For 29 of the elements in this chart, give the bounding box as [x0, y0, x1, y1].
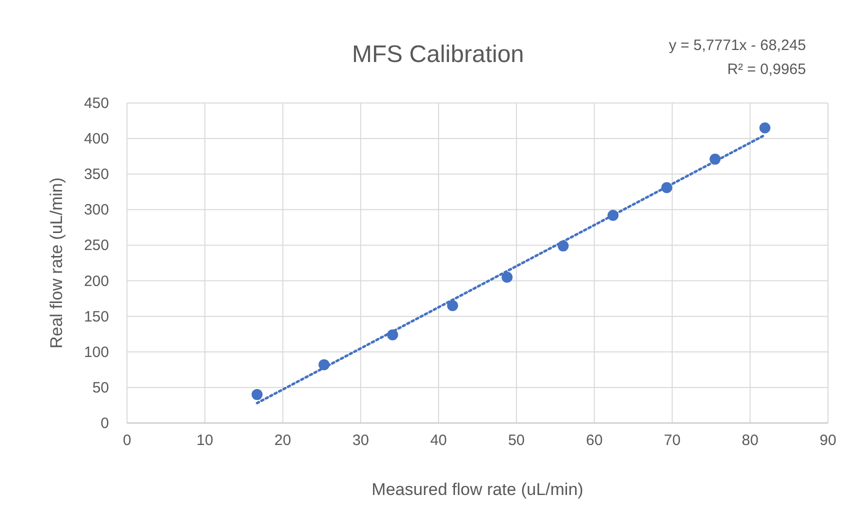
point — [759, 122, 770, 134]
y-tick-label: 350 — [84, 166, 109, 184]
x-tick-label: 60 — [586, 432, 603, 449]
x-tick-label: 30 — [352, 432, 370, 449]
y-tick-label: 300 — [84, 202, 109, 219]
y-tick-label: 100 — [84, 344, 109, 361]
point — [502, 272, 513, 283]
text: y = 5,7771x - 68,245 — [668, 37, 806, 54]
x-tick-label: 20 — [274, 432, 292, 449]
x-tick-label: 40 — [430, 432, 447, 449]
x-tick-label: 70 — [664, 432, 681, 449]
x-tick-label: 50 — [508, 432, 525, 449]
y-tick-label: 50 — [92, 379, 109, 396]
point — [252, 389, 263, 400]
x-tick-label: 10 — [196, 432, 214, 449]
x-tick-label: 90 — [820, 432, 836, 449]
text: R² = 0,9965 — [727, 61, 806, 78]
chart-title: MFS Calibration — [352, 41, 524, 68]
y-tick-label: 150 — [84, 308, 109, 326]
y-tick-label: 0 — [100, 415, 109, 432]
x-tick-label: 80 — [742, 432, 758, 449]
point — [447, 300, 458, 312]
y-axis-title: Real flow rate (uL/min) — [47, 177, 66, 349]
y-tick-label: 250 — [84, 237, 109, 254]
y-tick-label: 200 — [84, 272, 109, 290]
y-tick-label: 450 — [84, 95, 109, 112]
y-tick-label: 400 — [84, 130, 109, 148]
x-tick-label: 0 — [122, 432, 132, 449]
x-axis-title: Measured flow rate (uL/min) — [372, 480, 584, 499]
